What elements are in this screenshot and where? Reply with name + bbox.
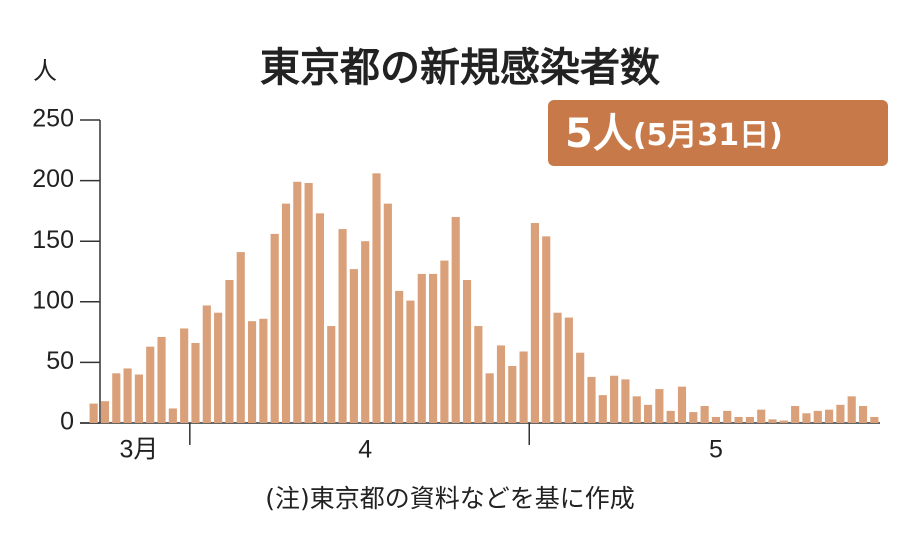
chart-title: 東京都の新規感染者数 xyxy=(260,45,660,91)
x-tick-label: 3月 xyxy=(119,436,158,464)
bar xyxy=(813,410,822,423)
bar xyxy=(655,389,664,423)
bar xyxy=(610,375,619,423)
bar xyxy=(677,386,687,423)
bar xyxy=(168,408,177,423)
bar xyxy=(236,252,245,423)
bar xyxy=(315,213,325,423)
bar xyxy=(247,321,257,423)
bar xyxy=(462,279,472,423)
bar xyxy=(519,351,528,423)
bar xyxy=(700,406,709,423)
bar xyxy=(429,273,438,423)
y-tick-label: 200 xyxy=(32,165,74,193)
y-tick-label: 250 xyxy=(32,105,74,133)
y-tick-label: 150 xyxy=(32,226,74,254)
y-tick-label: 50 xyxy=(46,347,74,375)
bar xyxy=(180,328,189,423)
bar xyxy=(225,279,234,423)
bar xyxy=(112,373,121,423)
bar xyxy=(576,352,585,423)
bar xyxy=(791,406,800,423)
bar xyxy=(134,374,143,423)
bar xyxy=(508,366,517,423)
bar xyxy=(530,223,539,423)
callout-date: (5月31日) xyxy=(633,118,783,153)
bar xyxy=(146,346,155,423)
x-tick-label: 5 xyxy=(709,436,723,464)
bar xyxy=(734,416,743,423)
bar xyxy=(259,318,268,423)
bar xyxy=(836,404,845,423)
bar xyxy=(451,216,460,423)
y-unit: 人 xyxy=(33,57,57,85)
bar xyxy=(711,416,721,423)
bar xyxy=(768,419,777,423)
bar xyxy=(157,336,166,423)
callout-box xyxy=(548,100,888,166)
bar xyxy=(825,409,834,423)
bar xyxy=(598,395,607,423)
bar xyxy=(847,396,856,423)
bar xyxy=(757,409,766,423)
bar xyxy=(723,410,732,423)
bar xyxy=(372,173,381,423)
bar xyxy=(440,260,449,423)
bar xyxy=(621,379,630,423)
bar xyxy=(802,413,811,423)
bar xyxy=(383,203,392,423)
bar xyxy=(564,317,573,423)
bar xyxy=(338,229,347,423)
bar xyxy=(270,233,279,423)
bar xyxy=(202,305,211,423)
bar xyxy=(689,412,698,423)
bar xyxy=(553,312,562,423)
bar xyxy=(304,183,313,423)
bar xyxy=(361,241,370,423)
bar xyxy=(417,273,426,423)
bar xyxy=(281,203,291,423)
bar xyxy=(349,269,358,423)
x-tick-label: 4 xyxy=(358,436,372,464)
y-tick-label: 100 xyxy=(32,286,74,314)
bar xyxy=(858,406,868,423)
bar xyxy=(485,373,494,423)
bar xyxy=(123,368,132,423)
y-tick-label: 0 xyxy=(60,408,74,436)
bar xyxy=(870,416,879,423)
bar xyxy=(643,404,653,423)
bar xyxy=(100,401,110,423)
bar xyxy=(191,343,200,423)
bar xyxy=(474,326,483,423)
bar xyxy=(214,312,223,423)
bar xyxy=(666,410,675,423)
bar xyxy=(496,345,506,423)
bar xyxy=(406,300,415,423)
bar xyxy=(327,326,336,423)
bar xyxy=(632,396,641,423)
bar xyxy=(293,181,302,423)
bar xyxy=(745,416,754,423)
bar xyxy=(395,290,404,423)
bar xyxy=(89,403,98,423)
bar xyxy=(587,376,596,423)
bar xyxy=(542,236,551,423)
note: (注)東京都の資料などを基に作成 xyxy=(265,484,635,513)
callout: 5人(5月31日) xyxy=(565,111,783,157)
callout-value: 5人 xyxy=(565,111,633,157)
bar xyxy=(779,420,788,423)
